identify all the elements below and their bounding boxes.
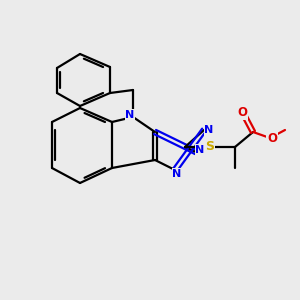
Text: N: N (125, 110, 135, 120)
Text: N: N (195, 145, 205, 155)
Text: N: N (172, 169, 182, 179)
Text: N: N (204, 125, 214, 135)
Text: O: O (267, 131, 277, 145)
Text: S: S (206, 140, 214, 154)
Text: O: O (237, 106, 247, 119)
